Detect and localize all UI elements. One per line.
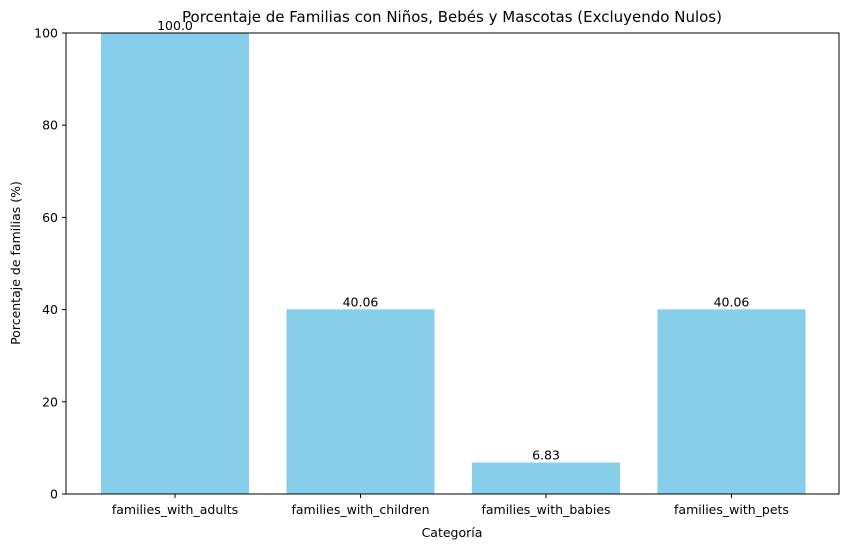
- x-tick-label-families_with_pets: families_with_pets: [674, 502, 789, 517]
- y-tick-label: 100: [34, 26, 58, 41]
- data-label-families_with_adults: 100.0: [157, 18, 193, 33]
- y-tick-label: 40: [42, 302, 58, 317]
- x-tick-label-families_with_children: families_with_children: [291, 502, 429, 517]
- x-axis-label: Categoría: [422, 525, 483, 540]
- bar-families_with_children: [286, 309, 435, 494]
- y-tick-label: 20: [42, 394, 58, 409]
- data-label-families_with_babies: 6.83: [532, 448, 560, 463]
- x-tick-label-families_with_babies: families_with_babies: [481, 502, 610, 517]
- plot-frame: [65, 32, 840, 495]
- chart-title: Porcentaje de Familias con Niños, Bebés …: [182, 8, 722, 26]
- x-tick-label-families_with_adults: families_with_adults: [112, 502, 238, 517]
- y-tick-label: 80: [42, 118, 58, 133]
- bar-families_with_adults: [101, 33, 249, 494]
- bar-families_with_babies: [472, 462, 620, 494]
- data-label-families_with_children: 40.06: [343, 294, 379, 309]
- y-axis-label: Porcentaje de familias (%): [8, 181, 23, 345]
- y-tick-label: 0: [50, 487, 58, 502]
- data-label-families_with_pets: 40.06: [714, 294, 750, 309]
- y-tick-label: 60: [42, 210, 58, 225]
- bar-families_with_pets: [657, 309, 806, 494]
